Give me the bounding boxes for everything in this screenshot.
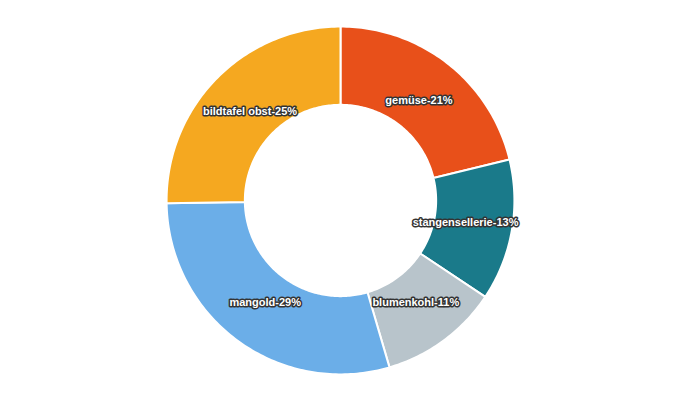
- svg-text:gemüse-21%: gemüse-21%: [385, 94, 452, 106]
- svg-text:mangold-29%: mangold-29%: [229, 296, 301, 308]
- svg-text:stangensellerie-13%: stangensellerie-13%: [413, 216, 519, 228]
- svg-text:bildtafel obst-25%: bildtafel obst-25%: [203, 105, 297, 117]
- svg-text:blumenkohl-11%: blumenkohl-11%: [372, 296, 459, 308]
